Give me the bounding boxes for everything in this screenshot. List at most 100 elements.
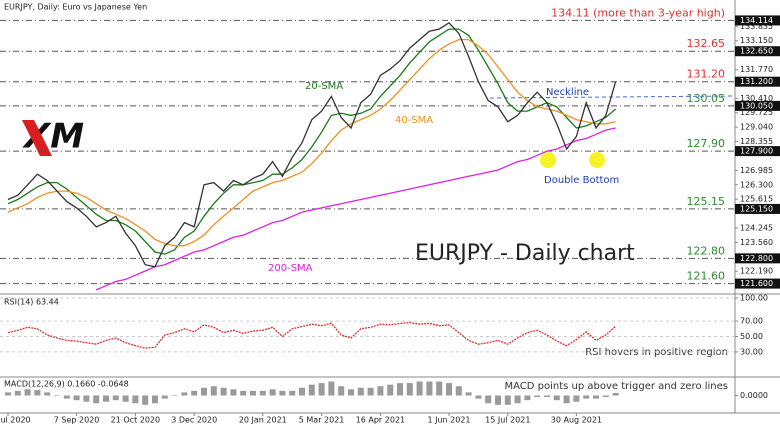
bar <box>210 386 217 396</box>
bar <box>299 387 305 396</box>
bar <box>308 384 315 396</box>
x-tick-label: 23 Jul 2020 <box>0 416 31 425</box>
bar <box>602 395 609 398</box>
bar <box>593 395 599 399</box>
y-tick-label: 100.00 <box>740 294 768 303</box>
y-tick-label: 130.410 <box>740 94 773 103</box>
y-tick-label: 126.300 <box>740 180 773 189</box>
bar <box>553 395 560 401</box>
level-label: 122.80 <box>687 244 726 257</box>
bar <box>446 383 452 396</box>
x-tick-label: 3 Dec 2020 <box>171 416 217 425</box>
price-line <box>7 321 617 349</box>
bar <box>250 390 256 396</box>
level-label: 125.15 <box>687 195 726 208</box>
bar <box>112 395 119 401</box>
bar <box>259 390 266 396</box>
y-tick-label: 122.190 <box>740 267 773 276</box>
level-axis-label: 125.150 <box>740 204 773 213</box>
bar <box>485 395 492 404</box>
bar <box>338 386 345 396</box>
bar <box>436 381 443 396</box>
x-tick-label: 20 Jan 2021 <box>239 416 287 425</box>
x-tick-label: 7 Sep 2020 <box>54 416 100 425</box>
y-tick-label: 133.150 <box>740 36 773 45</box>
bar <box>220 387 227 396</box>
x-tick-label: 30 Aug 2021 <box>551 416 602 425</box>
x-tick-label: 15 Jul 2021 <box>485 416 530 425</box>
x-tick-label: 16 Apr 2021 <box>356 416 405 425</box>
bar <box>289 390 296 396</box>
logo-mark <box>22 120 52 156</box>
bar <box>573 395 580 402</box>
bar <box>54 395 60 396</box>
bar <box>534 395 541 398</box>
chart-title: EURJPY - Daily chart <box>415 241 635 266</box>
neckline <box>489 95 736 99</box>
series-label: 20-SMA <box>305 81 343 92</box>
bar <box>44 392 51 396</box>
x-tick-label: 1 Jun 2021 <box>427 416 470 425</box>
level-label: 121.60 <box>687 270 726 283</box>
x-tick-label: 5 Mar 2021 <box>299 416 345 425</box>
y-tick-label: 131.770 <box>740 65 773 74</box>
level-label: 132.65 <box>687 37 726 50</box>
series-line <box>95 127 616 291</box>
level-axis-box <box>735 46 780 57</box>
bar <box>495 395 501 405</box>
bar <box>514 395 521 404</box>
level-axis-box <box>735 15 780 26</box>
panel-title: MACD(12,26,9) 0.1660 -0.0648 <box>4 380 129 389</box>
bar <box>122 395 129 402</box>
bar <box>230 389 237 396</box>
y-tick-label: 50.00 <box>740 332 763 341</box>
series-label: 40-SMA <box>395 115 433 126</box>
bar <box>142 395 149 405</box>
level-label: 130.05 <box>687 92 726 105</box>
y-tick-label: 128.355 <box>740 137 773 146</box>
bar <box>34 390 41 396</box>
bar <box>563 395 570 404</box>
bar <box>103 395 109 402</box>
bar <box>612 392 619 396</box>
bar <box>269 389 276 396</box>
level-axis-box <box>735 278 780 289</box>
level-label: 131.20 <box>687 68 726 81</box>
level-axis-label: 134.114 <box>740 16 773 25</box>
level-axis-label: 122.800 <box>740 254 773 263</box>
level-axis-box <box>735 146 780 157</box>
header: EURJPY, Daily: Euro vs Japanese Yen <box>4 3 147 12</box>
panel-title: RSI(14) 63.44 <box>4 298 59 307</box>
bar <box>93 395 100 404</box>
bar <box>201 387 207 396</box>
bar <box>63 395 70 399</box>
bar <box>181 392 188 396</box>
level-axis-label: 131.200 <box>740 77 773 86</box>
bar <box>387 384 394 396</box>
level-axis-label: 132.650 <box>740 47 773 56</box>
bar <box>348 389 354 396</box>
level-axis-box <box>735 76 780 87</box>
y-tick-label: 126.985 <box>740 166 773 175</box>
annotation: MACD points up above trigger and zero li… <box>504 381 728 392</box>
bar <box>24 389 31 396</box>
series-label: 200-SMA <box>268 263 313 274</box>
bar <box>416 381 423 396</box>
bar <box>406 383 413 396</box>
y-tick-label: 129.040 <box>740 123 773 132</box>
bar <box>279 390 286 396</box>
level-axis-box <box>735 203 780 214</box>
bar <box>240 390 247 396</box>
bar <box>161 395 168 399</box>
level-axis-box <box>735 100 780 111</box>
bar <box>328 381 335 396</box>
y-tick-label: 70.00 <box>740 317 763 326</box>
bar <box>318 383 325 396</box>
highlight-circle <box>589 152 605 168</box>
y-tick-label: 129.725 <box>740 108 773 117</box>
bar <box>583 395 590 399</box>
level-label: 127.90 <box>687 137 726 150</box>
bar <box>14 390 21 396</box>
level-axis-label: 130.050 <box>740 101 773 110</box>
